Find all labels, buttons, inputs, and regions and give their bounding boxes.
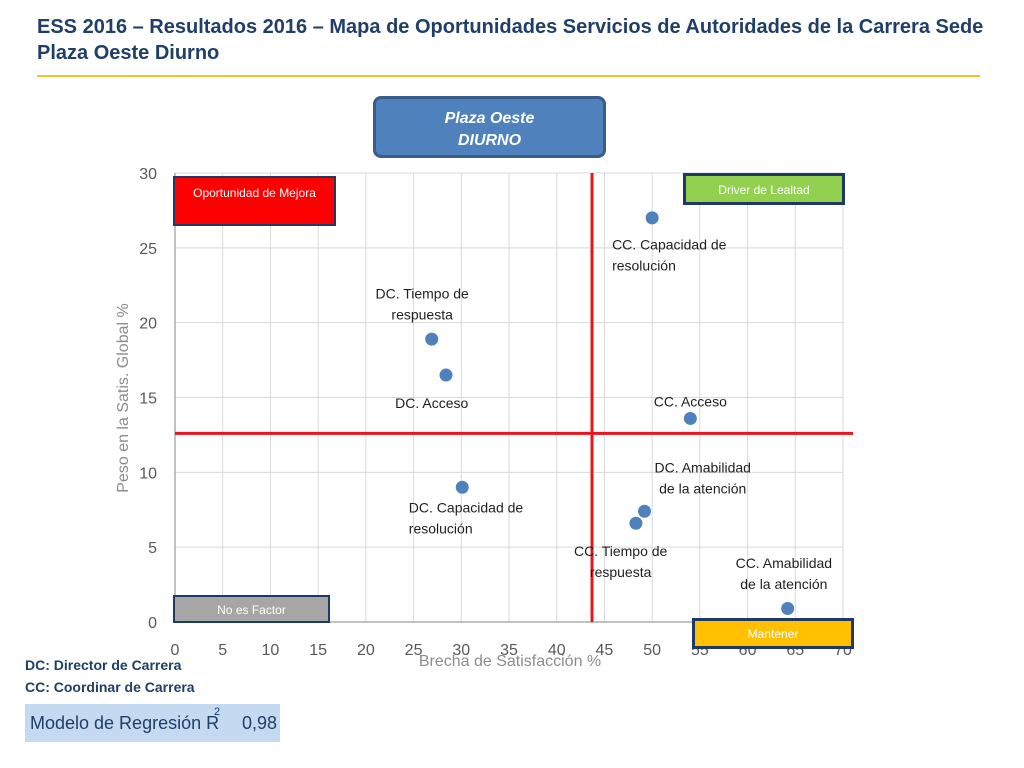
x-tick-label: 25 bbox=[405, 642, 423, 659]
x-tick-label: 45 bbox=[596, 642, 614, 659]
y-axis-title: Peso en la Satis. Global % bbox=[115, 303, 132, 492]
x-tick-label: 40 bbox=[548, 642, 566, 659]
x-tick-label: 30 bbox=[452, 642, 470, 659]
data-point bbox=[645, 211, 659, 225]
data-label: CC. Acceso bbox=[654, 393, 727, 409]
data-label: CC. Amabilidad de la atención bbox=[736, 555, 833, 592]
quadrant-driver-de-lealtad: Driver de Lealtad bbox=[683, 173, 845, 205]
data-point bbox=[439, 368, 453, 382]
quadrant-no-es-factor: No es Factor bbox=[173, 595, 330, 623]
x-tick-label: 10 bbox=[262, 642, 280, 659]
y-tick-label: 30 bbox=[139, 166, 157, 183]
data-point bbox=[683, 411, 697, 425]
data-label: CC. Capacidad de resolución bbox=[612, 236, 727, 273]
data-point bbox=[455, 480, 469, 494]
x-tick-label: 5 bbox=[218, 642, 227, 659]
legend-dc: DC: Director de Carrera bbox=[25, 657, 182, 673]
quadrant-mantener: Mantener bbox=[692, 618, 854, 649]
data-point bbox=[629, 516, 643, 530]
data-points bbox=[425, 211, 795, 616]
y-tick-label: 25 bbox=[139, 241, 157, 258]
y-tick-label: 10 bbox=[139, 465, 157, 482]
data-point bbox=[425, 332, 439, 346]
data-point bbox=[638, 504, 652, 518]
page-title: ESS 2016 – Resultados 2016 – Mapa de Opo… bbox=[37, 16, 984, 64]
quadrant-oportunidad-de-mejora: Oportunidad de Mejora bbox=[173, 176, 336, 226]
data-point bbox=[781, 602, 795, 616]
point-labels: CC. Capacidad de resolución DC. Tiempo de r… bbox=[375, 236, 832, 592]
data-label: DC. Amabilidad de la atención bbox=[654, 459, 751, 496]
x-axis-title: Brecha de Satisfacción % bbox=[419, 653, 601, 670]
segment-header-box: Plaza Oeste DIURNO bbox=[373, 96, 606, 158]
x-tick-label: 50 bbox=[643, 642, 661, 659]
regression-value: 0,98 bbox=[242, 713, 278, 733]
data-label: DC. Acceso bbox=[395, 395, 468, 411]
data-label: DC. Tiempo de respuesta bbox=[375, 286, 469, 323]
x-tick-label: 0 bbox=[171, 642, 180, 659]
regression-superscript: 2 bbox=[214, 706, 221, 718]
regression-label: Modelo de Regresión R bbox=[30, 713, 220, 733]
legend-cc: CC: Coordinar de Carrera bbox=[25, 679, 195, 695]
x-tick-label: 35 bbox=[500, 642, 518, 659]
data-label: DC. Capacidad de resolución bbox=[409, 500, 524, 537]
chart-grid bbox=[174, 172, 844, 623]
y-tick-label: 5 bbox=[148, 540, 157, 557]
y-tick-label: 20 bbox=[139, 316, 157, 333]
y-tick-label: 15 bbox=[139, 391, 157, 408]
segment-name: Plaza Oeste bbox=[444, 110, 535, 127]
title-divider bbox=[37, 75, 980, 77]
x-tick-label: 15 bbox=[309, 642, 327, 659]
data-label: CC. Tiempo de respuesta bbox=[574, 543, 668, 580]
segment-shift: DIURNO bbox=[457, 132, 522, 149]
x-tick-label: 20 bbox=[357, 642, 375, 659]
threshold-lines bbox=[175, 173, 853, 622]
regression-model-box: Modelo de Regresión R 2 0,98 bbox=[25, 704, 280, 742]
y-tick-label: 0 bbox=[148, 615, 157, 632]
